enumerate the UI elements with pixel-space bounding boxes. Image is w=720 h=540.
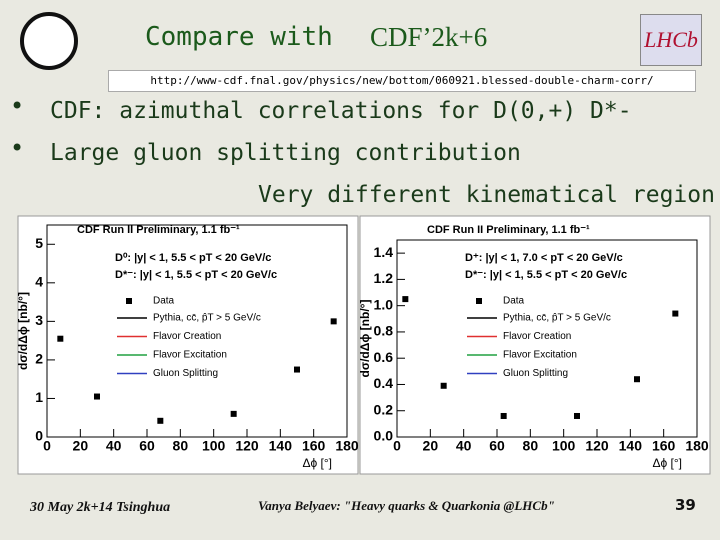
data-point — [402, 296, 409, 303]
note: D*⁻: |y| < 1, 5.5 < pT < 20 GeV/c — [465, 269, 627, 281]
legend-label: Flavor Excitation — [503, 350, 577, 361]
y-tick-label: 0.2 — [374, 401, 394, 417]
y-tick-label: 5 — [35, 235, 43, 251]
y-tick-label: 4 — [35, 274, 43, 290]
legend-marker — [126, 298, 132, 304]
data-point — [57, 335, 64, 342]
plot-area — [46, 224, 348, 438]
legend-label: Pythia, cc̄, p̂T > 5 GeV/c — [153, 312, 261, 324]
y-tick-label: 0.8 — [374, 323, 394, 339]
x-tick-label: 0 — [43, 438, 51, 454]
legend-label: Gluon Splitting — [153, 368, 218, 379]
x-tick-label: 40 — [456, 438, 472, 454]
note: D⁰: |y| < 1, 5.5 < pT < 20 GeV/c — [115, 252, 271, 264]
logo-circle — [20, 12, 78, 70]
bullet-dot: • — [10, 92, 25, 120]
page-number: 39 — [675, 496, 696, 514]
x-axis-label: Δϕ [°] — [302, 456, 332, 470]
title-main: CDF’2k+6 — [370, 22, 488, 52]
note: D⁺: |y| < 1, 7.0 < pT < 20 GeV/c — [465, 252, 623, 264]
chart-title: CDF Run II Preliminary, 1.1 fb⁻¹ — [77, 224, 240, 236]
x-tick-label: 120 — [585, 438, 609, 454]
chart-title: CDF Run II Preliminary, 1.1 fb⁻¹ — [427, 224, 590, 236]
x-tick-label: 60 — [139, 438, 155, 454]
y-tick-label: 1.0 — [374, 296, 394, 312]
data-point — [330, 318, 337, 325]
legend-label: Flavor Creation — [503, 331, 571, 342]
y-axis-label: dσ/dΔϕ [nb/°] — [16, 292, 30, 370]
legend-label: Flavor Excitation — [153, 350, 227, 361]
y-tick-label: 0.4 — [374, 375, 394, 391]
data-point — [500, 412, 507, 419]
x-tick-label: 160 — [302, 438, 326, 454]
legend-label: Data — [503, 296, 525, 307]
y-tick-label: 1.4 — [374, 244, 394, 260]
x-tick-label: 100 — [202, 438, 226, 454]
y-tick-label: 1 — [35, 389, 43, 405]
data-point — [157, 417, 164, 424]
x-tick-label: 140 — [269, 438, 293, 454]
bullet-dot: • — [10, 134, 25, 162]
chart-frame — [359, 215, 711, 475]
y-axis-label: dσ/dΔϕ [nb/°] — [358, 300, 372, 378]
title-prefix: Compare with — [145, 22, 333, 52]
url[interactable]: http://www-cdf.fnal.gov/physics/new/bott… — [108, 70, 696, 92]
footer-left: 30 May 2k+14 Tsinghua — [30, 500, 171, 515]
subline: Very different kinematical region — [258, 182, 715, 208]
note: D*⁻: |y| < 1, 5.5 < pT < 20 GeV/c — [115, 269, 277, 281]
plot-area — [396, 239, 698, 438]
x-tick-label: 120 — [235, 438, 259, 454]
data-point — [440, 382, 447, 389]
data-point — [94, 393, 100, 400]
x-tick-label: 180 — [685, 438, 709, 454]
legend-label: Flavor Creation — [153, 331, 221, 342]
chart-frame — [17, 215, 359, 475]
legend-marker — [476, 298, 482, 304]
data-point — [634, 376, 640, 383]
x-tick-label: 80 — [173, 438, 189, 454]
data-point — [294, 366, 300, 373]
y-tick-label: 0.6 — [374, 349, 394, 365]
x-tick-label: 0 — [393, 438, 401, 454]
data-point — [672, 310, 679, 317]
x-tick-label: 80 — [523, 438, 539, 454]
x-axis-label: Δϕ [°] — [652, 456, 682, 470]
data-point — [574, 412, 580, 419]
x-tick-label: 20 — [73, 438, 89, 454]
bullet: CDF: azimuthal correlations for D(0,+) D… — [50, 98, 632, 124]
legend-label: Pythia, cc̄, p̂T > 5 GeV/c — [503, 312, 611, 324]
x-tick-label: 60 — [489, 438, 505, 454]
legend-label: Gluon Splitting — [503, 368, 568, 379]
x-tick-label: 160 — [652, 438, 676, 454]
x-tick-label: 180 — [335, 438, 359, 454]
x-tick-label: 100 — [552, 438, 576, 454]
y-tick-label: 0.0 — [374, 428, 394, 444]
bullet: Large gluon splitting contribution — [50, 140, 521, 166]
y-tick-label: 3 — [35, 312, 43, 328]
data-point — [230, 410, 237, 417]
x-tick-label: 40 — [106, 438, 122, 454]
logo: LHCb — [640, 14, 702, 66]
y-tick-label: 1.2 — [374, 270, 394, 286]
legend-label: Data — [153, 296, 175, 307]
y-tick-label: 0 — [35, 428, 43, 444]
x-tick-label: 140 — [619, 438, 643, 454]
footer-center: Vanya Belyaev: "Heavy quarks & Quarkonia… — [258, 498, 555, 513]
x-tick-label: 20 — [423, 438, 439, 454]
y-tick-label: 2 — [35, 351, 43, 367]
